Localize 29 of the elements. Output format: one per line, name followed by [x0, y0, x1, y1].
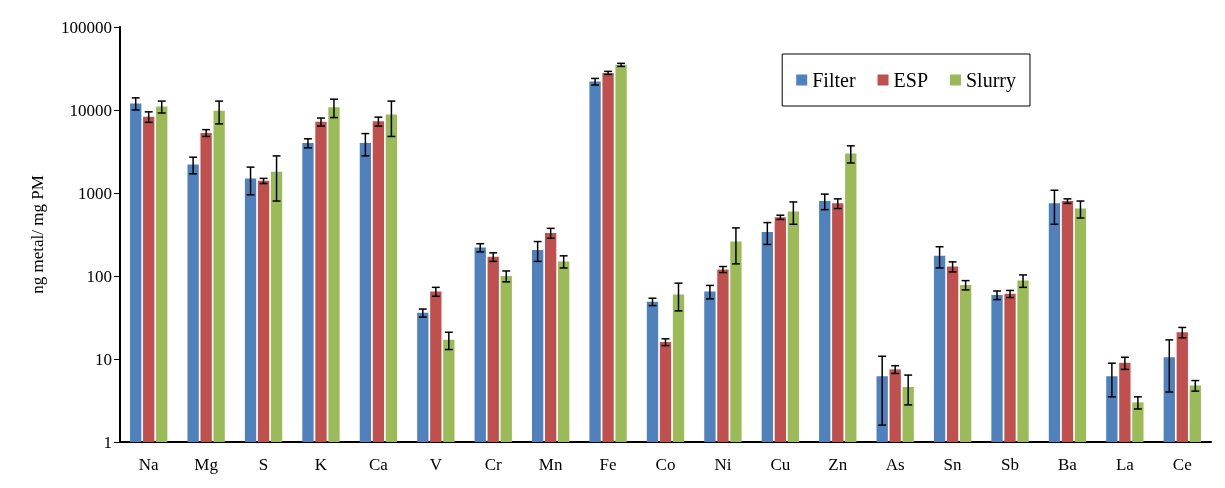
- x-tick-label: V: [429, 455, 443, 474]
- x-tick-label: Mg: [194, 455, 219, 474]
- x-tick-label: Sb: [1001, 455, 1020, 474]
- x-tick-label: Fe: [599, 455, 617, 474]
- x-tick-label: Co: [655, 455, 676, 474]
- y-tick-label: 100: [86, 266, 112, 286]
- x-tick-label: Cu: [770, 455, 791, 474]
- x-tick-label: K: [314, 455, 328, 474]
- y-tick-label: 1000: [78, 183, 112, 203]
- y-tick-label: 1: [103, 432, 112, 452]
- x-tick-label: As: [885, 455, 905, 474]
- y-tick-label: 10000: [69, 100, 112, 120]
- x-tick-label: Ce: [1172, 455, 1192, 474]
- x-tick-label: Mn: [538, 455, 563, 474]
- x-tick-label: La: [1115, 455, 1135, 474]
- y-axis-title: ng metal/ mg PM: [28, 175, 47, 294]
- x-tick-label: Cr: [484, 455, 503, 474]
- x-tick-label: Ni: [714, 455, 732, 474]
- legend-label: ESP: [893, 69, 929, 91]
- x-tick-label: Ba: [1058, 455, 1078, 474]
- x-tick-label: S: [258, 455, 269, 474]
- x-tick-label: Ca: [368, 455, 389, 474]
- legend-label: Filter: [812, 69, 856, 91]
- x-tick-label: Na: [138, 455, 160, 474]
- y-tick-label: 10: [95, 349, 112, 369]
- x-tick-label: Zn: [828, 455, 848, 474]
- x-tick-label: Sn: [943, 455, 963, 474]
- y-tick-label: 100000: [61, 17, 112, 37]
- legend-label: Slurry: [966, 69, 1016, 92]
